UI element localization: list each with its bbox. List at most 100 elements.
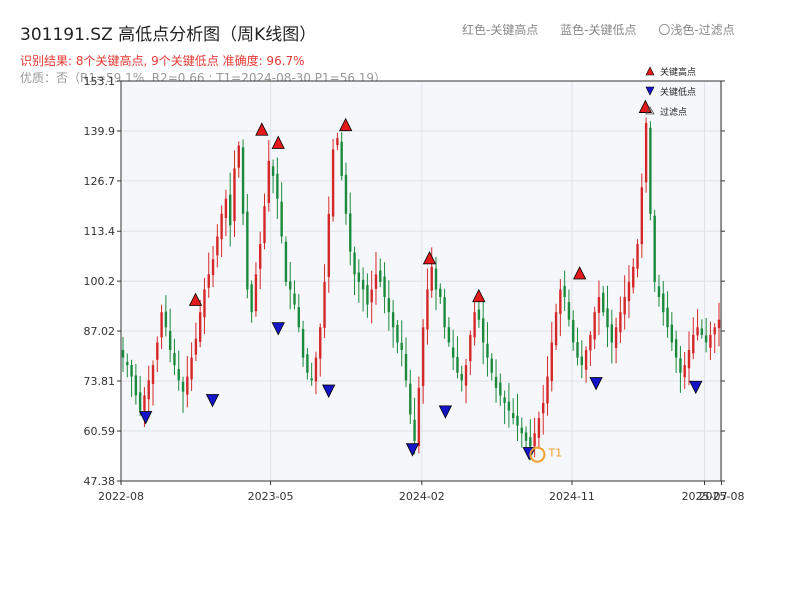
candle-body — [344, 174, 348, 214]
candle-body — [456, 356, 459, 373]
candle-body — [396, 324, 399, 343]
candle-body — [460, 373, 463, 381]
candle-body — [138, 392, 142, 411]
x-axis: 2022-08 2023-05 2024-02 2024-11 2025-072025-… — [98, 481, 745, 503]
candle-body — [700, 328, 704, 335]
candle-body — [464, 365, 468, 386]
y-tick-label: 139.9 — [84, 125, 116, 138]
candle-body — [340, 141, 343, 176]
y-tick-label: 153.1 — [84, 75, 116, 88]
candle-body — [490, 358, 493, 373]
candle-body — [160, 312, 163, 338]
candle-body — [391, 312, 395, 328]
candle-body — [662, 293, 665, 313]
candle-body — [280, 201, 283, 237]
candle-body — [430, 266, 433, 291]
candle-body — [147, 380, 150, 400]
candle-body — [267, 160, 270, 203]
candle-body — [550, 342, 553, 382]
candle-body — [306, 354, 309, 373]
candle-body — [683, 365, 686, 378]
candle-body — [224, 198, 228, 218]
candle-body — [554, 312, 558, 346]
candle-body — [529, 437, 532, 447]
candle-body — [619, 312, 622, 333]
candle-body — [447, 327, 451, 343]
candle-body — [627, 281, 631, 302]
candle-body — [198, 312, 202, 342]
key-high-marker — [472, 288, 486, 303]
candle-body — [284, 241, 288, 282]
candle-body — [151, 365, 155, 384]
candle-body — [443, 297, 446, 328]
candle-body — [593, 312, 596, 340]
candle-body — [503, 397, 506, 403]
candle-body — [687, 350, 691, 369]
candle-body — [241, 147, 245, 214]
candle-body — [576, 342, 579, 358]
candle-body — [314, 357, 318, 382]
candle-body — [383, 276, 386, 298]
candle-body — [357, 272, 361, 282]
candle-body — [173, 353, 176, 366]
key-high-marker — [339, 117, 353, 132]
candle-body — [679, 358, 682, 373]
candle-body — [516, 415, 519, 426]
candle-body — [379, 270, 382, 282]
legend-high-marker — [645, 66, 655, 76]
candle-body — [421, 327, 425, 387]
y-tick-label: 60.59 — [84, 425, 116, 438]
candle-body — [353, 252, 356, 275]
legend-filter-label: 过滤点 — [660, 106, 687, 118]
candle-body — [121, 350, 125, 358]
candle-body — [649, 127, 652, 214]
candle-body — [134, 375, 138, 396]
candle-body — [657, 286, 661, 298]
pivot-markers: T1 — [139, 99, 703, 463]
candle-body — [126, 361, 129, 366]
candle-body — [331, 149, 335, 217]
candle-body — [567, 302, 571, 320]
candle-body — [469, 334, 472, 362]
candle-body — [237, 145, 240, 168]
candle-body — [640, 187, 644, 245]
candle-body — [203, 289, 206, 318]
candle-body — [477, 309, 481, 320]
candle-body — [190, 357, 193, 380]
candle-body — [494, 376, 498, 388]
candle-body — [666, 307, 669, 328]
candle-body — [636, 244, 639, 269]
candle-body — [644, 122, 648, 183]
candle-body — [524, 432, 528, 441]
key-low-marker — [405, 443, 420, 457]
candle-body — [713, 327, 716, 335]
candle-body — [370, 289, 373, 303]
candle-body — [434, 268, 438, 290]
candle-body — [520, 427, 523, 434]
candle-body — [481, 318, 485, 343]
candle-body — [293, 293, 296, 305]
t1-label: T1 — [547, 447, 562, 460]
x-tick-label: 2025-07 — [682, 490, 728, 503]
candle-body — [542, 402, 545, 414]
candle-body — [177, 369, 180, 381]
key-high-marker — [572, 266, 587, 280]
legend-hollow-text: 〇浅色-过滤点 — [658, 23, 735, 37]
y-tick-label: 113.4 — [84, 225, 116, 238]
key-high-marker — [188, 292, 203, 306]
candle-body — [143, 395, 146, 411]
candle-body — [546, 376, 549, 404]
candle-body — [404, 353, 408, 381]
key-low-marker — [589, 377, 603, 391]
candle-body — [692, 334, 695, 354]
candle-body — [632, 266, 635, 288]
x-tick-label: 2022-08 — [98, 490, 144, 503]
candle-body — [250, 284, 253, 313]
top-legend: 红色-关键高点 蓝色-关键低点 〇浅色-过滤点 — [462, 21, 753, 38]
legend-blue-text: 蓝色-关键低点 — [560, 23, 637, 37]
candle-body — [319, 327, 322, 359]
key-high-marker — [422, 250, 437, 265]
t1-circle — [529, 446, 546, 463]
candle-body — [310, 378, 313, 381]
legend-high-label: 关键高点 — [660, 66, 696, 78]
